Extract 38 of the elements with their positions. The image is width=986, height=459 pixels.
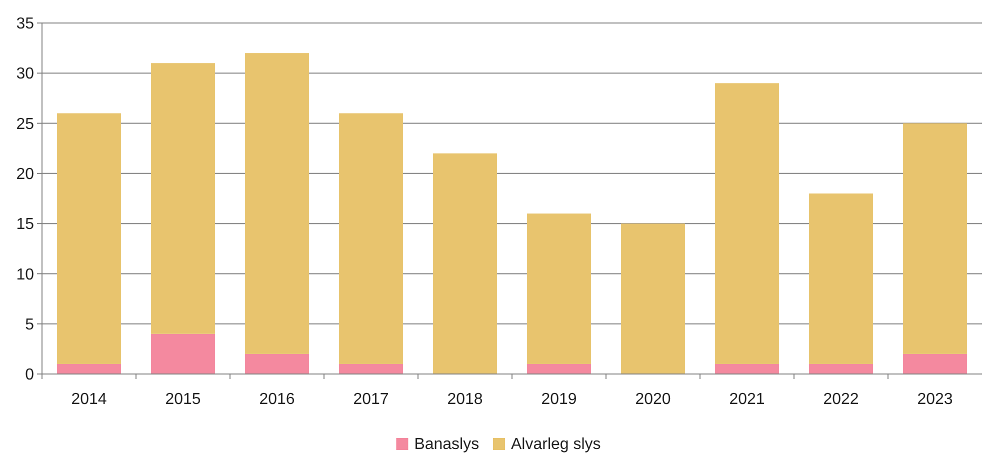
y-tick-label: 0 xyxy=(25,366,34,384)
bar xyxy=(715,364,779,374)
bar xyxy=(903,354,967,374)
bar xyxy=(715,83,779,364)
bar xyxy=(809,193,873,364)
bar xyxy=(245,354,309,374)
x-tick-label: 2014 xyxy=(71,391,107,408)
y-tick-label: 25 xyxy=(16,116,34,133)
x-tick-label: 2022 xyxy=(823,391,859,408)
y-tick-label: 35 xyxy=(16,16,34,33)
bar xyxy=(245,53,309,354)
bar xyxy=(151,63,215,334)
y-tick-label: 5 xyxy=(25,316,34,334)
bar xyxy=(151,334,215,374)
bar xyxy=(621,224,685,374)
x-tick-label: 2023 xyxy=(917,391,953,408)
bar xyxy=(527,214,591,364)
x-tick-label: 2021 xyxy=(729,391,765,408)
bar xyxy=(57,113,121,364)
bar xyxy=(903,123,967,354)
x-tick-label: 2016 xyxy=(259,391,295,408)
y-tick-label: 20 xyxy=(16,166,34,184)
y-tick-label: 10 xyxy=(16,266,34,284)
y-tick-label: 30 xyxy=(16,66,34,83)
y-tick-label: 15 xyxy=(16,216,34,234)
bar xyxy=(527,364,591,374)
x-tick-label: 2017 xyxy=(353,391,389,408)
x-tick-label: 2020 xyxy=(635,391,671,408)
bar xyxy=(339,113,403,364)
legend-label: Banaslys xyxy=(414,436,480,453)
x-tick-label: 2015 xyxy=(165,391,201,408)
bar xyxy=(57,364,121,374)
bar xyxy=(809,364,873,374)
legend-label: Alvarleg slys xyxy=(511,436,601,453)
bar xyxy=(339,364,403,374)
x-tick-label: 2019 xyxy=(541,391,577,408)
x-tick-label: 2018 xyxy=(447,391,483,408)
bar xyxy=(433,153,497,374)
